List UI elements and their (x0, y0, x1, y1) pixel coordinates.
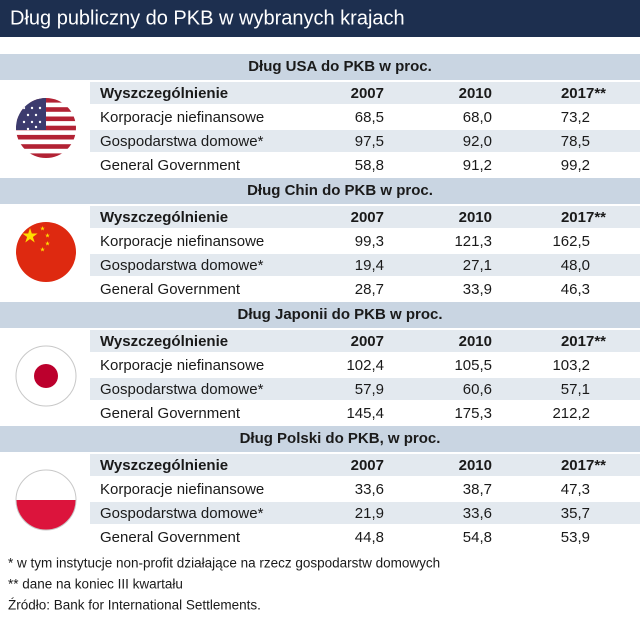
header-cell: 2017** (561, 85, 606, 102)
section-title: Dług USA do PKB w proc. (248, 58, 432, 75)
table-cell: 73,2 (561, 109, 590, 126)
table-cell: General Government (100, 529, 241, 546)
header-cell: Wyszczególnienie (100, 85, 228, 102)
header-cell: 2007 (351, 457, 384, 474)
table-cell: 60,6 (463, 381, 492, 398)
flag-japan (15, 345, 77, 407)
row-bg (90, 454, 640, 476)
table-cell: 33,6 (355, 481, 384, 498)
flag-usa (16, 98, 76, 158)
table-cell: 78,5 (561, 133, 590, 150)
row-bg (90, 378, 640, 400)
table-cell: 91,2 (463, 157, 492, 174)
table-cell: Gospodarstwa domowe* (100, 505, 264, 522)
table-cell: 175,3 (454, 405, 492, 422)
section-title: Dług Japonii do PKB w proc. (237, 306, 442, 323)
header-cell: 2017** (561, 333, 606, 350)
header-cell: 2017** (561, 457, 606, 474)
table-cell: 68,0 (463, 109, 492, 126)
table-cell: 48,0 (561, 257, 590, 274)
section-title: Dług Chin do PKB w proc. (247, 182, 433, 199)
header-cell: 2010 (459, 333, 492, 350)
section-band (0, 178, 640, 204)
title-bar (0, 0, 640, 37)
table-cell: 103,2 (552, 357, 590, 374)
header-cell: 2007 (351, 333, 384, 350)
footnote: ** dane na koniec III kwartału (8, 577, 183, 592)
table-cell: 46,3 (561, 281, 590, 298)
table-cell: Gospodarstwa domowe* (100, 133, 264, 150)
table-cell: 99,2 (561, 157, 590, 174)
table-cell: 47,3 (561, 481, 590, 498)
row-bg (90, 502, 640, 524)
row-bg (90, 82, 640, 104)
row-bg (90, 206, 640, 228)
table-cell: 28,7 (355, 281, 384, 298)
table-cell: 27,1 (463, 257, 492, 274)
header-cell: 2010 (459, 209, 492, 226)
table-cell: General Government (100, 281, 241, 298)
table-cell: 145,4 (346, 405, 384, 422)
table-cell: 35,7 (561, 505, 590, 522)
table-cell: 92,0 (463, 133, 492, 150)
header-cell: Wyszczególnienie (100, 457, 228, 474)
table-cell: 212,2 (552, 405, 590, 422)
row-bg (90, 130, 640, 152)
table-cell: Korporacje niefinansowe (100, 109, 264, 126)
section-title: Dług Polski do PKB, w proc. (240, 430, 441, 447)
row-bg (90, 330, 640, 352)
table-cell: 53,9 (561, 529, 590, 546)
page-title: Dług publiczny do PKB w wybranych krajac… (10, 7, 405, 29)
table-cell: 105,5 (454, 357, 492, 374)
table-cell: 57,1 (561, 381, 590, 398)
table-cell: 33,9 (463, 281, 492, 298)
section-band (0, 426, 640, 452)
row-bg (90, 254, 640, 276)
table-cell: Korporacje niefinansowe (100, 481, 264, 498)
footnote: Źródło: Bank for International Settlemen… (8, 598, 261, 613)
table-cell: Korporacje niefinansowe (100, 233, 264, 250)
header-cell: 2007 (351, 85, 384, 102)
table-cell: 97,5 (355, 133, 384, 150)
table-cell: 38,7 (463, 481, 492, 498)
header-cell: 2010 (459, 85, 492, 102)
table-cell: 19,4 (355, 257, 384, 274)
table-cell: 99,3 (355, 233, 384, 250)
table-cell: 33,6 (463, 505, 492, 522)
table-cell: 54,8 (463, 529, 492, 546)
table-cell: General Government (100, 405, 241, 422)
table-cell: Gospodarstwa domowe* (100, 257, 264, 274)
table-cell: 121,3 (454, 233, 492, 250)
flag-poland (15, 469, 77, 531)
table-cell: 21,9 (355, 505, 384, 522)
table-cell: 44,8 (355, 529, 384, 546)
section-band (0, 54, 640, 80)
header-cell: Wyszczególnienie (100, 209, 228, 226)
table-cell: 57,9 (355, 381, 384, 398)
table-cell: Gospodarstwa domowe* (100, 381, 264, 398)
table-cell: 102,4 (346, 357, 384, 374)
header-cell: 2010 (459, 457, 492, 474)
header-cell: 2017** (561, 209, 606, 226)
header-cell: Wyszczególnienie (100, 333, 228, 350)
table-cell: General Government (100, 157, 241, 174)
flag-china (16, 222, 76, 282)
table-cell: 162,5 (552, 233, 590, 250)
table-cell: 58,8 (355, 157, 384, 174)
table-cell: Korporacje niefinansowe (100, 357, 264, 374)
header-cell: 2007 (351, 209, 384, 226)
table-cell: 68,5 (355, 109, 384, 126)
section-band (0, 302, 640, 328)
footnote: * w tym instytucje non-profit działające… (8, 556, 440, 571)
